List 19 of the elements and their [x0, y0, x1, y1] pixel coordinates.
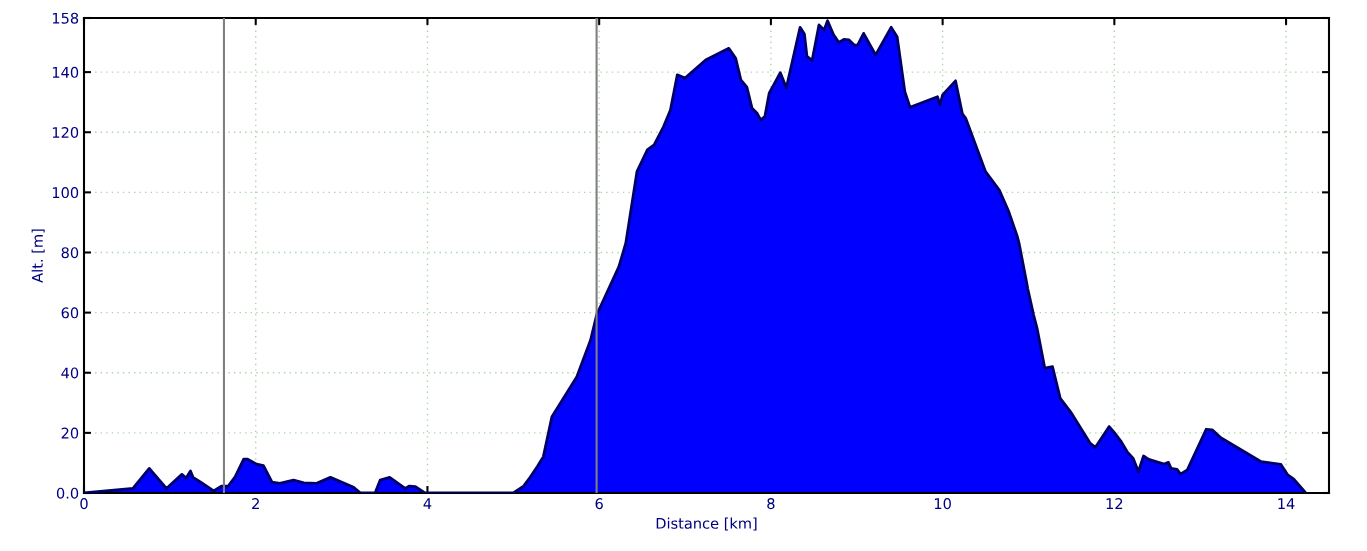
y-tick-label: 158 — [52, 12, 79, 24]
x-tick-label: 0 — [80, 498, 88, 510]
y-tick-label: 60 — [61, 307, 79, 319]
y-tick-label: 40 — [61, 367, 79, 379]
x-tick-label: 4 — [423, 498, 432, 509]
x-axis-title: Distance [km] — [656, 517, 757, 531]
y-tick-label: 120 — [52, 126, 79, 138]
y-tick-label: 20 — [61, 427, 79, 439]
y-tick-label: 140 — [52, 66, 79, 78]
y-tick-label: 80 — [61, 247, 79, 259]
y-tick-label: 0.0 — [56, 487, 79, 499]
x-tick-label: 12 — [1106, 498, 1123, 509]
x-tick-label: 2 — [252, 498, 259, 509]
x-tick-label: 10 — [934, 498, 951, 510]
x-tick-label: 8 — [767, 498, 775, 510]
x-tick-label: 6 — [595, 498, 603, 510]
y-axis-title: Alt. [m] — [31, 229, 45, 283]
x-tick-label: 14 — [1278, 498, 1295, 509]
y-tick-label: 100 — [52, 187, 79, 199]
